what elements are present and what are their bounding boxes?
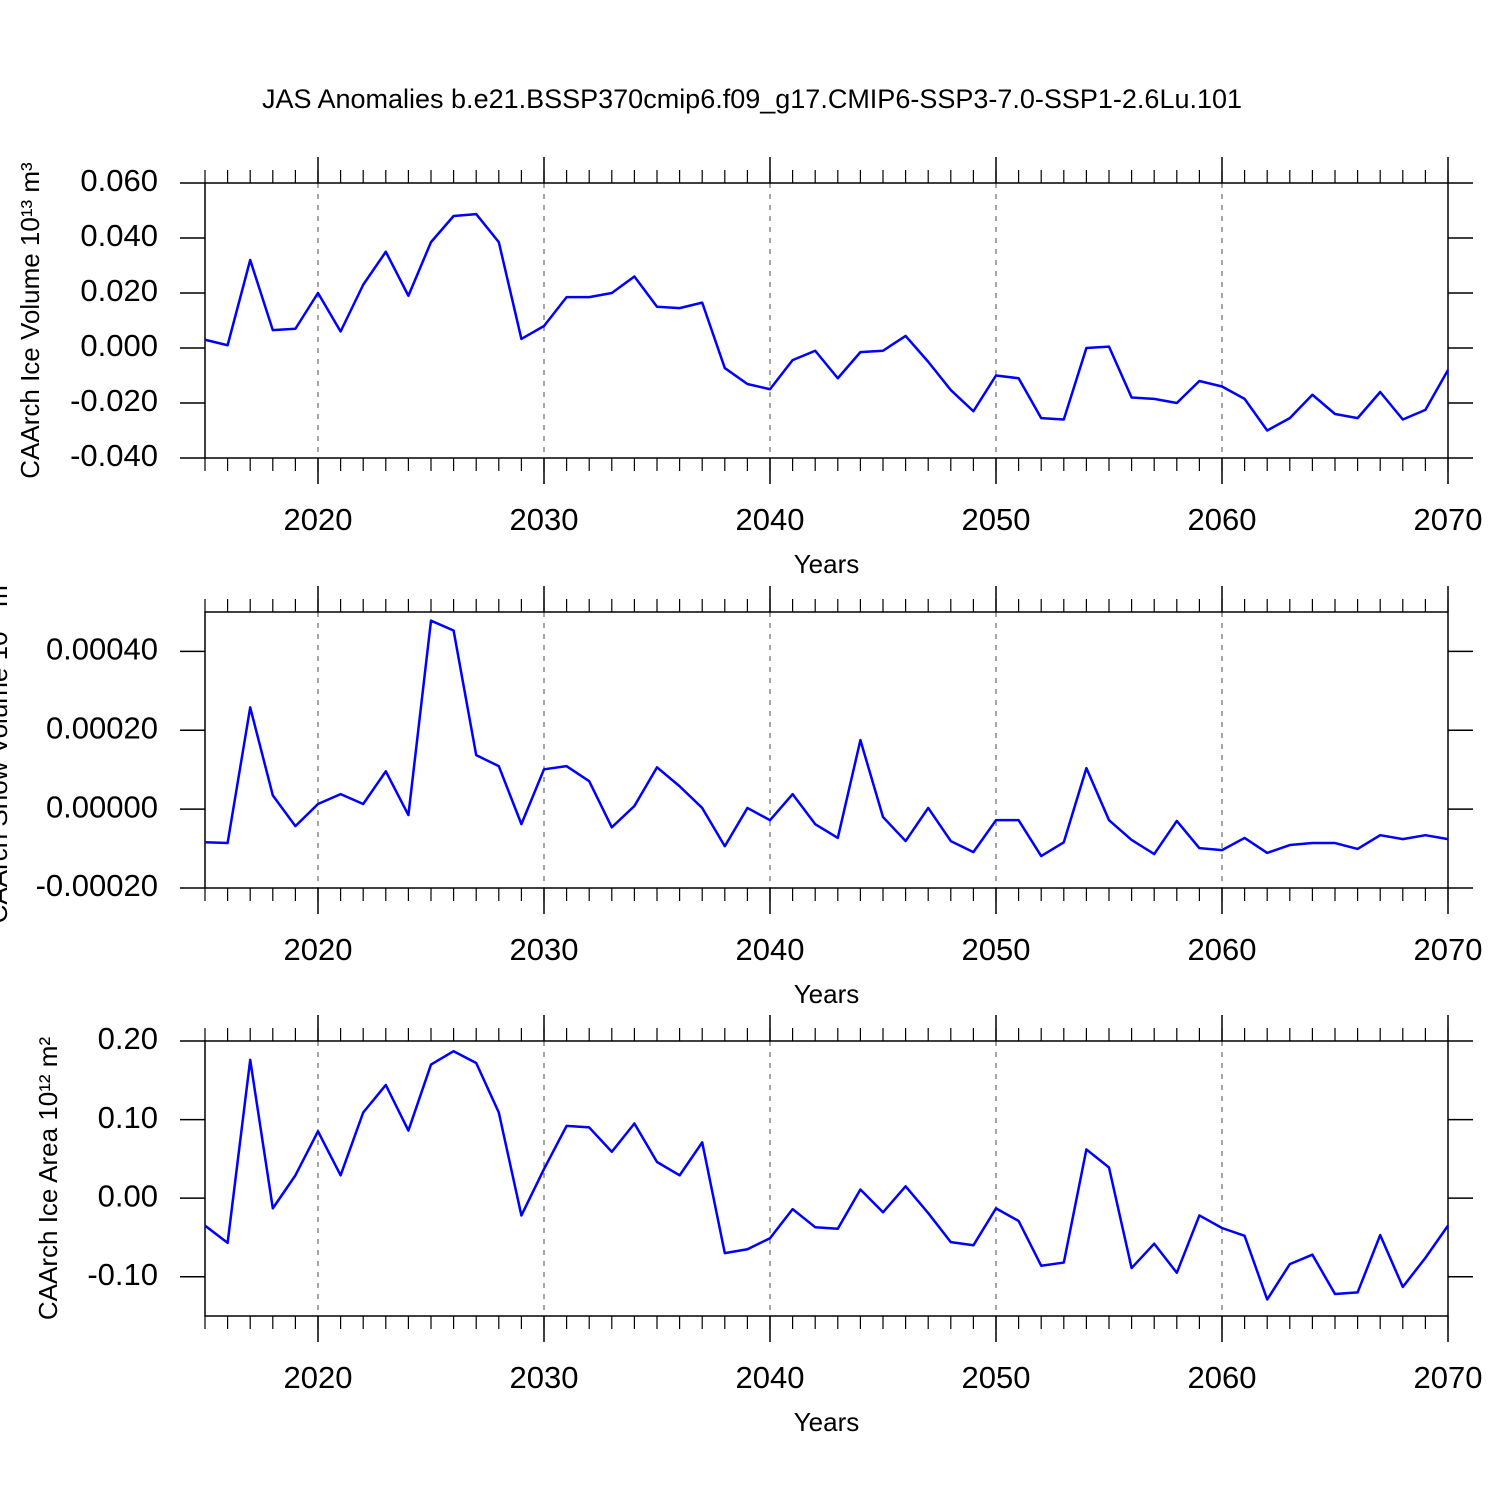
y-tick-label: -0.040 <box>70 438 158 473</box>
x-tick-label: 2020 <box>284 1360 353 1395</box>
plot-frame <box>204 182 1449 459</box>
y-tick-label: 0.00020 <box>46 710 158 745</box>
y-axis-label: CAArch Ice Area 10¹² m² <box>33 1037 63 1321</box>
x-tick-label: 2030 <box>510 502 579 537</box>
y-tick-label: -0.00020 <box>36 868 158 903</box>
y-tick-label: 0.20 <box>98 1021 158 1056</box>
y-tick-label: 0.040 <box>80 218 158 253</box>
data-line <box>204 1049 1450 1301</box>
y-tick-label: 0.10 <box>98 1100 158 1135</box>
x-tick-label: 2040 <box>736 1360 805 1395</box>
x-tick-label: 2060 <box>1188 502 1257 537</box>
x-axis-label: Years <box>794 1407 860 1437</box>
chart-title: JAS Anomalies b.e21.BSSP370cmip6.f09_g17… <box>262 84 1242 114</box>
x-tick-label: 2070 <box>1414 932 1483 967</box>
plot-frame <box>204 611 1449 889</box>
x-axis-label: Years <box>794 979 860 1009</box>
data-line <box>204 212 1450 432</box>
y-tick-label: 0.020 <box>80 273 158 308</box>
y-tick-label: 0.00000 <box>46 789 158 824</box>
plot-frame <box>204 1040 1449 1317</box>
x-tick-label: 2030 <box>510 932 579 967</box>
x-tick-label: 2020 <box>284 932 353 967</box>
x-tick-label: 2060 <box>1188 1360 1257 1395</box>
y-tick-label: 0.000 <box>80 328 158 363</box>
x-tick-label: 2050 <box>962 502 1031 537</box>
x-tick-label: 2050 <box>962 1360 1031 1395</box>
x-tick-label: 2020 <box>284 502 353 537</box>
y-tick-label: 0.00 <box>98 1178 158 1213</box>
y-tick-label: -0.10 <box>87 1257 158 1292</box>
y-tick-label: 0.00040 <box>46 632 158 667</box>
x-tick-label: 2060 <box>1188 932 1257 967</box>
data-line <box>204 619 1449 858</box>
x-axis-label: Years <box>794 549 860 579</box>
y-tick-label: 0.060 <box>80 163 158 198</box>
y-axis-label: CAArch Ice Volume 10¹³ m³ <box>15 162 45 479</box>
x-tick-label: 2050 <box>962 932 1031 967</box>
x-tick-label: 2040 <box>736 932 805 967</box>
x-tick-label: 2030 <box>510 1360 579 1395</box>
x-tick-label: 2070 <box>1414 1360 1483 1395</box>
x-tick-label: 2040 <box>736 502 805 537</box>
x-tick-label: 2070 <box>1414 502 1483 537</box>
y-axis-label: CAArch Snow Volume 10¹³ m³ <box>0 576 13 923</box>
y-tick-label: -0.020 <box>70 383 158 418</box>
